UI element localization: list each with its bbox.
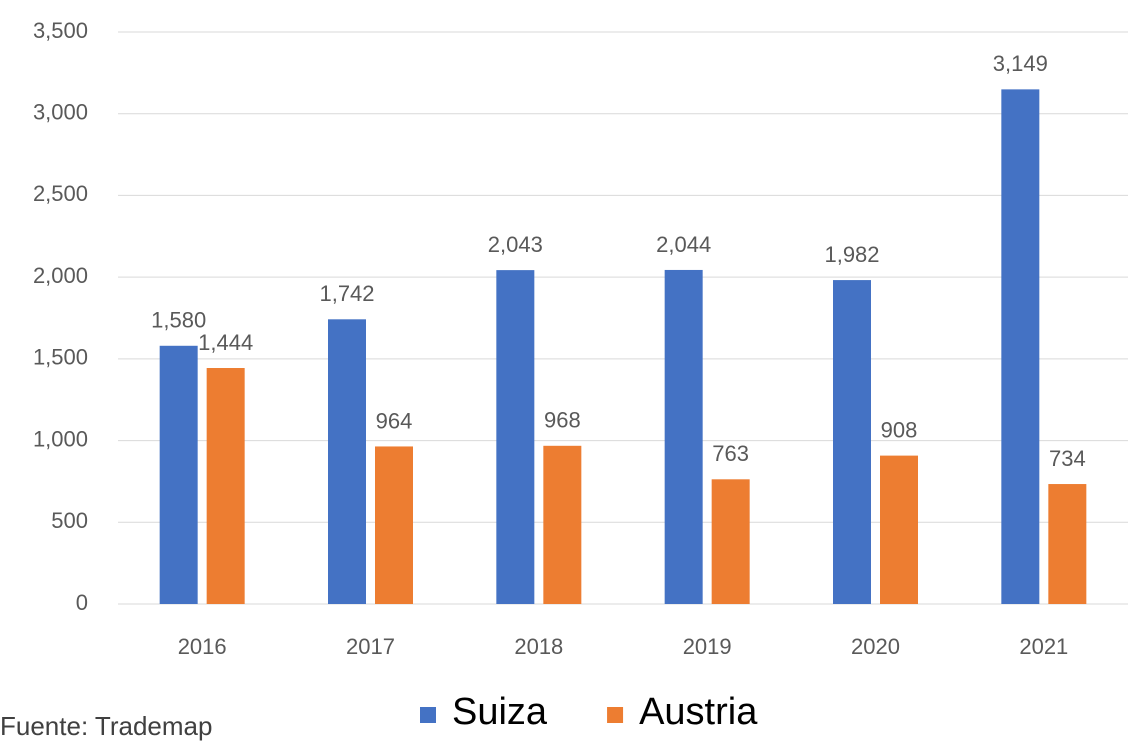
source-note: Fuente: Trademap: [0, 711, 212, 741]
data-label: 3,149: [993, 51, 1048, 76]
bar: [375, 446, 413, 604]
bar: [664, 269, 703, 604]
bar: [159, 345, 198, 604]
bar: [543, 445, 582, 604]
legend-swatch: [607, 707, 624, 723]
legend-label: Suiza: [452, 691, 548, 733]
y-tick-label: 0: [76, 590, 88, 615]
x-tick-label: 2021: [1019, 634, 1068, 659]
data-label: 2,043: [488, 232, 543, 257]
y-tick-label: 1,500: [33, 345, 88, 370]
bar: [711, 479, 750, 604]
x-tick-label: 2018: [514, 634, 563, 659]
x-tick-label: 2019: [683, 634, 732, 659]
bar: [1001, 89, 1040, 605]
y-tick-label: 3,500: [33, 18, 88, 43]
bar: [1048, 484, 1087, 604]
bar: [880, 455, 918, 604]
bar: [328, 319, 366, 604]
data-label: 1,580: [151, 308, 206, 333]
data-label: 763: [712, 441, 749, 466]
x-tick-label: 2017: [346, 634, 395, 659]
data-label: 1,982: [824, 242, 879, 267]
y-tick-label: 1,000: [33, 426, 88, 451]
data-label: 1,444: [198, 330, 253, 355]
data-label: 908: [881, 417, 918, 442]
legend-swatch: [420, 707, 436, 723]
x-tick-label: 2016: [178, 634, 227, 659]
bar: [496, 270, 535, 604]
y-tick-label: 500: [51, 508, 88, 533]
x-tick-label: 2020: [851, 634, 900, 659]
legend-label: Austria: [639, 691, 758, 733]
bar: [206, 368, 245, 604]
data-label: 968: [544, 408, 581, 433]
data-label: 2,044: [656, 232, 711, 257]
y-tick-label: 2,500: [33, 181, 88, 206]
y-tick-label: 3,000: [33, 100, 88, 125]
data-label: 1,742: [319, 281, 374, 306]
data-label: 734: [1049, 446, 1086, 471]
data-label: 964: [376, 408, 413, 433]
y-tick-label: 2,000: [33, 263, 88, 288]
bar: [833, 280, 871, 604]
